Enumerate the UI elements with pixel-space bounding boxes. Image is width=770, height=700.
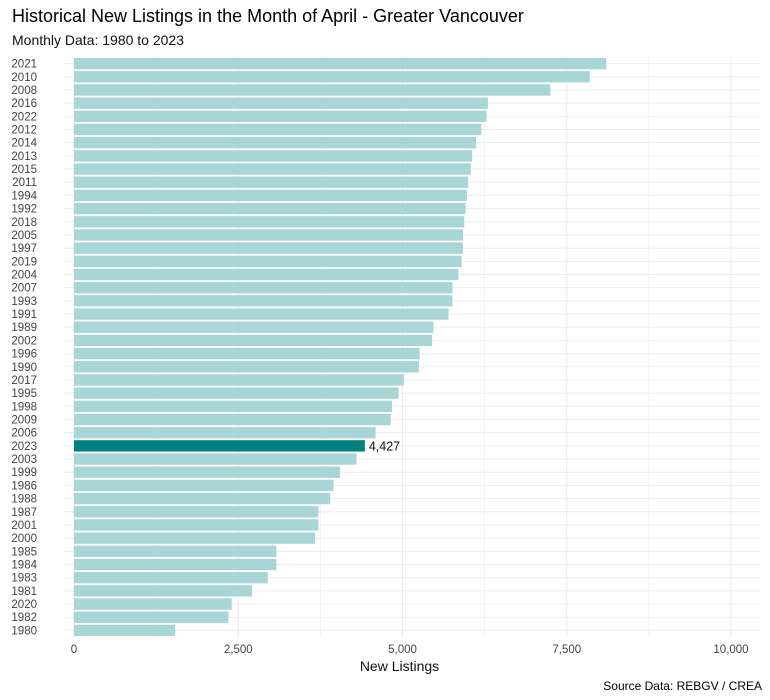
bar-2011 <box>74 176 469 188</box>
y-tick-label: 2010 <box>11 72 37 84</box>
y-tick-label: 2011 <box>12 177 37 189</box>
x-tick-label: 10,000 <box>713 644 748 656</box>
bar-2021 <box>74 57 607 70</box>
bar-2013 <box>74 150 473 162</box>
bar-2023 <box>74 440 365 452</box>
x-tick-label: 0 <box>71 644 77 656</box>
y-tick-label: 1983 <box>11 573 37 585</box>
bar-1980 <box>74 624 176 637</box>
y-tick-label: 2023 <box>11 441 37 453</box>
y-tick-label: 1997 <box>11 243 37 255</box>
bar-2012 <box>74 123 482 136</box>
y-tick-label: 2019 <box>11 256 37 268</box>
bar-2010 <box>74 71 590 83</box>
y-tick-label: 2000 <box>11 533 37 545</box>
y-tick-label: 2008 <box>11 85 37 97</box>
x-tick-label: 5,000 <box>388 644 417 656</box>
bar-2003 <box>74 453 357 465</box>
bar-2000 <box>74 532 316 544</box>
bar-1988 <box>74 492 331 505</box>
bar-2006 <box>74 427 376 439</box>
bar-1989 <box>74 321 434 333</box>
bar-1994 <box>74 189 467 202</box>
y-tick-label: 1988 <box>11 494 37 506</box>
bar-1987 <box>74 506 319 518</box>
y-tick-label: 2006 <box>11 428 37 440</box>
y-tick-label: 2013 <box>11 151 37 163</box>
bar-2016 <box>74 97 488 109</box>
y-tick-label: 1995 <box>11 388 37 400</box>
bar-1986 <box>74 479 334 492</box>
x-axis-title: New Listings <box>360 658 439 674</box>
bar-1995 <box>74 387 399 399</box>
y-tick-label: 2007 <box>11 283 37 295</box>
source-caption: Source Data: REBGV / CREA <box>603 679 762 693</box>
bar-2018 <box>74 216 465 228</box>
bar-1998 <box>74 400 392 412</box>
y-tick-label: 2014 <box>11 138 37 150</box>
y-tick-label: 2017 <box>11 375 37 387</box>
y-tick-label: 1987 <box>11 507 37 519</box>
y-tick-label: 1992 <box>11 204 37 216</box>
bar-1991 <box>74 308 449 320</box>
bar-1984 <box>74 558 277 571</box>
bar-1985 <box>74 545 277 557</box>
y-tick-label: 1984 <box>11 560 37 572</box>
y-tick-label: 2021 <box>11 59 37 71</box>
bar-1993 <box>74 295 453 307</box>
y-tick-label: 1982 <box>11 612 37 624</box>
bar-1982 <box>74 611 229 623</box>
y-tick-label: 1980 <box>11 625 37 637</box>
bar-1999 <box>74 466 341 478</box>
y-tick-label: 1996 <box>11 349 37 361</box>
highlight-value-label: 4,427 <box>369 439 400 453</box>
y-tick-label: 2003 <box>11 454 37 466</box>
bar-1990 <box>74 361 419 373</box>
y-tick-label: 1989 <box>11 322 37 334</box>
bar-2002 <box>74 334 433 347</box>
y-tick-label: 1981 <box>11 586 37 598</box>
bar-2017 <box>74 374 404 386</box>
bar-1996 <box>74 347 420 360</box>
y-tick-label: 1999 <box>11 467 37 479</box>
x-tick-label: 2,500 <box>224 644 253 656</box>
bar-2019 <box>74 255 462 267</box>
y-tick-label: 2009 <box>11 415 37 427</box>
y-tick-label: 1994 <box>11 190 37 202</box>
bar-2001 <box>74 519 319 531</box>
bar-2022 <box>74 110 487 122</box>
bar-2014 <box>74 137 477 149</box>
y-tick-label: 1998 <box>11 401 37 413</box>
y-tick-label: 2020 <box>11 599 37 611</box>
y-tick-label: 1990 <box>11 362 37 374</box>
y-tick-label: 1991 <box>11 309 37 321</box>
bar-2020 <box>74 598 232 610</box>
bar-2015 <box>74 163 471 175</box>
y-tick-label: 2005 <box>11 230 37 242</box>
bar-1997 <box>74 242 463 254</box>
chart-subtitle: Monthly Data: 1980 to 2023 <box>12 32 185 48</box>
bar-2008 <box>74 84 551 96</box>
y-tick-label: 1986 <box>11 480 37 492</box>
y-tick-label: 2022 <box>11 111 37 123</box>
y-tick-label: 2001 <box>11 520 37 532</box>
y-tick-label: 2004 <box>11 270 37 282</box>
x-tick-label: 7,500 <box>552 644 581 656</box>
bar-1981 <box>74 585 253 597</box>
y-tick-label: 1985 <box>11 546 37 558</box>
bar-2004 <box>74 268 459 281</box>
bar-2009 <box>74 413 391 426</box>
bar-1983 <box>74 572 268 584</box>
y-tick-label: 2016 <box>11 98 37 110</box>
y-tick-label: 2018 <box>11 217 37 229</box>
y-tick-label: 2015 <box>11 164 37 176</box>
bar-2007 <box>74 282 453 294</box>
bar-2005 <box>74 229 463 241</box>
chart-title: Historical New Listings in the Month of … <box>12 6 524 26</box>
y-tick-label: 2012 <box>11 125 37 137</box>
y-tick-label: 1993 <box>11 296 37 308</box>
bar-1992 <box>74 202 466 215</box>
y-tick-label: 2002 <box>11 335 37 347</box>
